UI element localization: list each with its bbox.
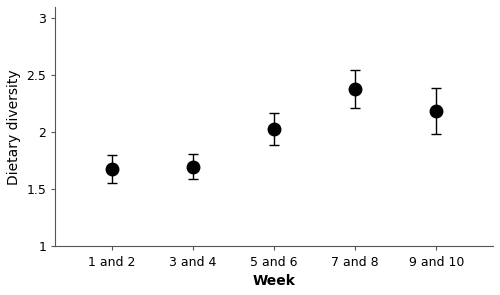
X-axis label: Week: Week xyxy=(253,274,296,288)
Y-axis label: Dietary diversity: Dietary diversity xyxy=(7,69,21,184)
